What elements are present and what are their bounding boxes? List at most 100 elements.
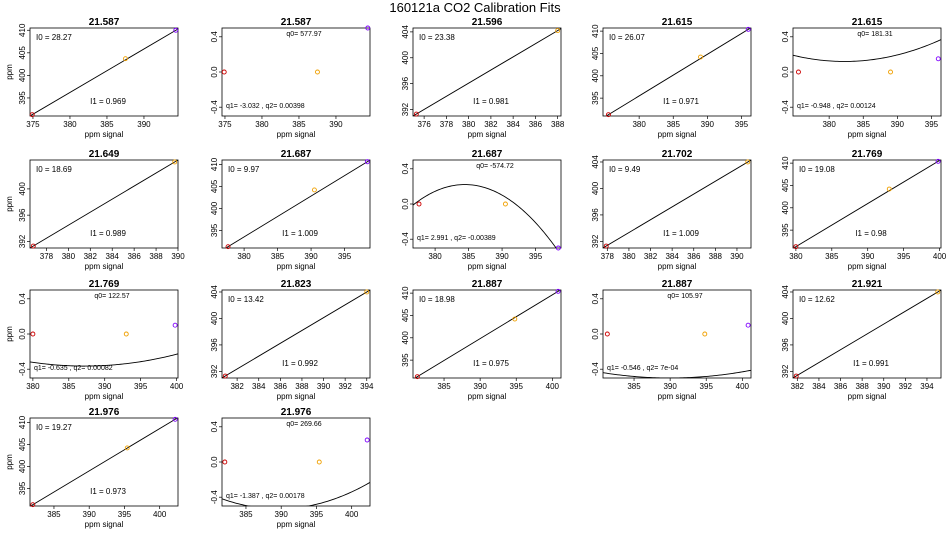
data-point [935,56,941,62]
chart-title: 21.649 [89,149,120,160]
y-tick-label: 410 [210,157,219,171]
data-point [172,322,178,328]
y-tick-label: 0.4 [401,163,410,175]
fit-line [413,184,557,248]
x-tick-label: 380 [789,252,803,261]
x-tick-label: 390 [98,382,112,391]
chart-title: 21.769 [852,149,883,160]
y-tick-label: 0.0 [591,328,600,340]
y-tick-label: 400 [781,201,790,215]
chart-panel: 21.769 380 385 390 395 400 -0.4 0.0 0.4 ppm signa… [5,279,184,401]
q0-annotation: q0= 577.97 [286,31,321,38]
x-tick-label: 395 [925,120,939,129]
x-tick-label: 390 [473,382,487,391]
intercept-annotation: I0 = 18.98 [419,295,455,304]
slope-annotation: I1 = 0.975 [473,359,509,368]
x-tick-label: 380 [428,252,442,261]
data-point [745,159,751,165]
x-tick-label: 395 [510,382,524,391]
y-tick-label: 405 [781,178,790,192]
y-tick-label: -0.4 [401,232,410,246]
data-point [886,186,892,192]
slope-annotation: I1 = 0.992 [282,359,318,368]
x-tick-label: 385 [239,510,253,519]
chart-panel: 21.649 378 380 382 384 386 388 390 392 396 400 ppm … [5,149,185,271]
fit-line [413,28,561,116]
fit-line [222,482,370,506]
intercept-annotation: I0 = 13.42 [228,295,264,304]
fit-line [30,418,178,506]
data-point [935,289,941,295]
x-tick-label: 385 [437,382,451,391]
data-point [745,322,751,328]
x-tick-label: 382 [644,252,658,261]
y-tick-label: 396 [401,76,410,90]
x-tick-label: 375 [26,120,40,129]
x-tick-label: 375 [218,120,232,129]
plot-frame [602,27,752,117]
x-axis-label: ppm signal [277,262,316,271]
y-tick-label: 392 [18,234,27,248]
y-tick-label: 0.4 [18,293,27,305]
x-tick-label: 390 [861,252,875,261]
x-tick-label: 400 [170,382,184,391]
data-point [221,69,227,75]
x-tick-label: 395 [134,382,148,391]
x-tick-label: 390 [275,510,289,519]
y-tick-label: 405 [210,179,219,193]
x-axis-label: ppm signal [277,392,316,401]
q0-annotation: q0= 181.31 [857,31,892,38]
y-tick-label: 392 [781,364,790,378]
x-tick-label: 386 [127,252,141,261]
data-point [225,244,231,250]
y-axis-label: ppm [5,64,14,80]
y-axis-label: ppm [5,454,14,470]
y-tick-label: 404 [781,285,790,299]
x-tick-label: 386 [274,382,288,391]
q1-q2-annotation: q1= -3.032 , q2= 0.00398 [226,103,305,110]
chart-title: 21.615 [852,17,883,28]
x-tick-label: 395 [700,382,714,391]
x-tick-label: 376 [417,120,431,129]
y-tick-label: 400 [591,181,600,195]
y-tick-label: 0.0 [18,328,27,340]
y-tick-label: 0.0 [210,456,219,468]
y-tick-label: 405 [18,46,27,60]
x-tick-label: 400 [546,382,560,391]
data-point [413,111,419,117]
chart-panel: 21.823 382 384 386 388 390 392 394 392 396 400 404 p… [210,279,374,401]
data-point [414,374,420,380]
chart-title: 21.596 [472,17,503,28]
x-tick-label: 386 [834,382,848,391]
x-tick-label: 385 [857,120,871,129]
data-point [365,25,371,31]
x-axis-label: ppm signal [85,392,124,401]
x-tick-label: 390 [495,252,509,261]
data-point [555,245,561,251]
data-point [745,26,751,32]
x-tick-label: 388 [149,252,163,261]
x-tick-label: 384 [106,252,120,261]
y-tick-label: 0.4 [781,31,790,43]
slope-annotation: I1 = 0.973 [90,487,126,496]
data-point [603,243,609,249]
data-point [604,331,610,337]
chart-panel: 21.887 385 390 395 400 395 400 405 410 ppm signal… [401,279,562,401]
chart-panel: 21.615 380 385 390 395 395 400 405 410 ppm signal… [591,17,752,139]
chart-title: 21.921 [852,279,883,290]
data-point [512,316,518,322]
data-point [698,54,703,60]
x-axis-label: ppm signal [658,392,697,401]
x-tick-label: 392 [899,382,913,391]
data-point [364,289,370,295]
y-tick-label: 400 [210,311,219,325]
intercept-annotation: I0 = 9.49 [609,165,641,174]
x-axis-label: ppm signal [85,520,124,529]
data-point [30,243,36,249]
data-point [793,244,799,250]
x-tick-label: 385 [62,382,76,391]
intercept-annotation: I0 = 26.07 [609,33,645,42]
data-point [123,56,128,62]
intercept-annotation: I0 = 9.97 [228,165,260,174]
y-tick-label: 395 [781,223,790,237]
